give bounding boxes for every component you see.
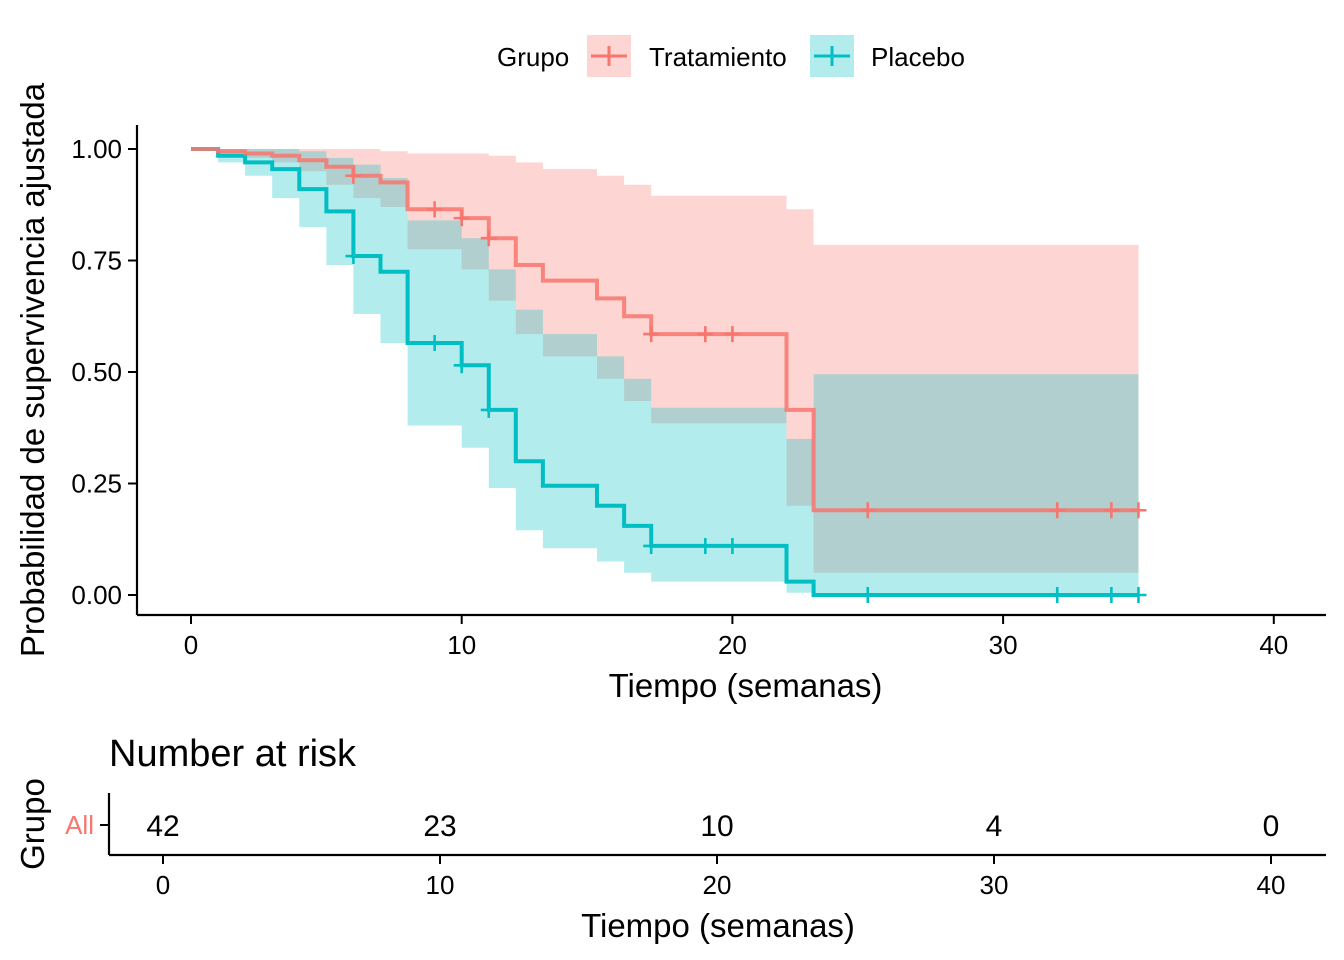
- y-tick-label: 0.50: [71, 357, 122, 387]
- censor-mark: [453, 210, 470, 227]
- risk-count: 10: [700, 810, 733, 843]
- risk-y-axis-title: Grupo: [14, 778, 51, 870]
- risk-row-label: All: [65, 810, 94, 840]
- y-tick-label: 1.00: [71, 134, 122, 164]
- risk-count: 0: [1263, 810, 1280, 843]
- censor-mark: [1049, 587, 1066, 603]
- censor-mark: [724, 326, 741, 343]
- risk-x-tick-label: 40: [1257, 870, 1286, 900]
- risk-x-axis-title: Tiempo (semanas): [581, 907, 855, 944]
- censor-mark: [859, 502, 876, 519]
- survival-plot: 0.00 0.25 0.50 0.75 1.00 0 10 20 30 40 Tiempo (sem…: [14, 82, 1326, 704]
- censor-mark: [643, 326, 660, 343]
- censor-mark: [345, 248, 362, 265]
- x-tick-label: 40: [1259, 630, 1288, 660]
- ci-band-placebo: [191, 149, 1139, 595]
- censor-mark: [1130, 502, 1147, 519]
- y-tick-label: 0.00: [71, 580, 122, 610]
- risk-x-tick-label: 20: [703, 870, 732, 900]
- risk-count: 42: [146, 810, 179, 843]
- censor-mark: [453, 357, 470, 374]
- risk-count: 23: [423, 810, 456, 843]
- risk-x-tick-label: 30: [980, 870, 1009, 900]
- censor-mark: [426, 201, 443, 218]
- censor-mark: [724, 537, 741, 554]
- censor-mark: [697, 537, 714, 554]
- censor-mark: [480, 401, 497, 418]
- risk-count: 4: [986, 810, 1003, 843]
- risk-x-tick-label: 10: [426, 870, 455, 900]
- x-tick-label: 30: [989, 630, 1018, 660]
- y-axis-title: Probabilidad de supervivencia ajustada: [14, 82, 51, 657]
- x-tick-label: 10: [447, 630, 476, 660]
- survival-curve-placebo: [191, 147, 1139, 597]
- censor-mark: [1103, 502, 1120, 519]
- censor-mark: [1130, 587, 1147, 603]
- y-tick-label: 0.75: [71, 246, 122, 276]
- censor-mark: [643, 537, 660, 554]
- ci-band-tratamiento: [191, 149, 1139, 573]
- legend-label-placebo: Placebo: [871, 42, 965, 72]
- x-tick-label: 0: [184, 630, 198, 660]
- censor-mark: [859, 587, 876, 603]
- legend-key-line: [591, 46, 627, 66]
- legend-title: Grupo: [497, 42, 569, 72]
- risk-x-tick-label: 0: [156, 870, 170, 900]
- legend: Grupo Tratamiento Placebo: [497, 35, 965, 77]
- censor-mark: [1103, 587, 1120, 603]
- risk-table-title: Number at risk: [109, 733, 357, 775]
- censor-mark: [426, 335, 443, 352]
- x-axis-title: Tiempo (semanas): [609, 667, 883, 704]
- legend-label-tratamiento: Tratamiento: [649, 42, 787, 72]
- x-tick-label: 20: [718, 630, 747, 660]
- censor-mark: [345, 167, 362, 184]
- censor-mark: [480, 230, 497, 247]
- censor-mark: [697, 326, 714, 343]
- censor-mark: [1049, 502, 1066, 519]
- y-tick-label: 0.25: [71, 469, 122, 499]
- legend-key-line: [814, 46, 850, 66]
